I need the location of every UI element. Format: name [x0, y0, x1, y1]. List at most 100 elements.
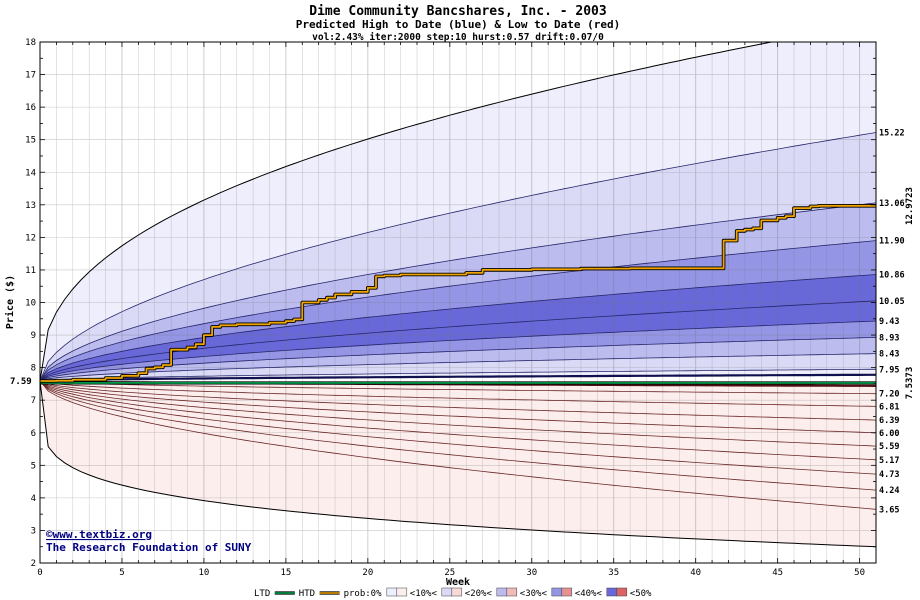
legend-swatch-blue: [606, 587, 618, 597]
legend-prob-label: prob:0%: [344, 589, 383, 599]
x-tick-label: 20: [362, 568, 373, 578]
percentile-lines: [40, 42, 876, 548]
high-percentile-line: [40, 240, 876, 382]
low-percentile-line: [40, 380, 876, 510]
high-probability-band: [40, 132, 876, 381]
y-tick-label: 14: [25, 168, 36, 178]
copyright-link[interactable]: ©www.textbiz.org: [46, 528, 152, 541]
high-probability-band: [40, 42, 876, 381]
x-tick-label: 50: [854, 568, 865, 578]
axes: [39, 41, 877, 564]
right-price-label: 10.05: [879, 297, 905, 307]
right-price-label: 5.59: [879, 442, 899, 452]
y-axis-title: Price ($): [4, 275, 16, 329]
low-percentile-line: [40, 380, 876, 407]
low-percentile-line: [40, 380, 876, 491]
right-price-label: 4.73: [879, 470, 899, 480]
right-price-label: 8.93: [879, 333, 899, 343]
y-tick-label: 6: [31, 429, 36, 439]
y-tick-label: 3: [31, 526, 36, 536]
y-tick-label: 8: [31, 364, 36, 374]
x-tick-label: 30: [526, 568, 537, 578]
right-price-label: 6.81: [879, 402, 899, 412]
right-price-label: 9.43: [879, 317, 899, 327]
x-tick-label: 45: [772, 568, 783, 578]
legend-band-label: <20%<: [465, 589, 493, 599]
low-percentile-line: [40, 380, 876, 461]
right-price-label: 6.00: [879, 429, 899, 439]
y-tick-label: 10: [25, 299, 36, 309]
y-tick-label: 5: [31, 461, 36, 471]
high-probability-band: [40, 300, 876, 381]
x-tick-label: 15: [280, 568, 291, 578]
high-percentile-line: [40, 202, 876, 382]
low-percentile-line: [40, 380, 876, 475]
right-price-label: 6.39: [879, 416, 899, 426]
legend-swatch-blue: [551, 587, 563, 597]
low-percentile-line: [40, 380, 876, 395]
axis-labels: 0 5 10 15 20 25 30 35 40 45 5023456789101112131415…: [25, 38, 904, 578]
high-percentile-line: [40, 274, 876, 382]
right-price-label: 10.86: [879, 270, 905, 280]
legend-band-label: <50%: [630, 589, 652, 599]
data-lines: [40, 204, 876, 385]
x-tick-label: 35: [608, 568, 619, 578]
probability-bands: [40, 42, 876, 547]
high-probability-band: [40, 202, 876, 381]
low-percentile-line: [40, 380, 876, 421]
y-tick-label: 16: [25, 103, 36, 113]
legend-ltd-label: LTD: [254, 589, 270, 599]
high-percentile-line: [40, 320, 876, 382]
right-price-label: 7.95: [879, 365, 899, 375]
low-probability-band: [40, 381, 876, 510]
x-tick-label: 0: [37, 568, 42, 578]
right-price-label: 8.43: [879, 350, 899, 360]
legend-swatch-red: [616, 587, 628, 597]
chart-title: Dime Community Bancshares, Inc. - 2003: [309, 4, 606, 19]
high-percentile-line: [40, 353, 876, 382]
right-price-label: 4.24: [879, 486, 899, 496]
legend-swatch-red: [561, 587, 573, 597]
start-price-label: 7.59: [10, 377, 32, 387]
right-price-label: 3.65: [879, 505, 899, 515]
y-tick-label: 17: [25, 71, 36, 81]
y-tick-label: 2: [31, 559, 36, 569]
legend-swatch-red: [451, 587, 463, 597]
high-extreme-line: [40, 42, 775, 382]
right-price-label: 5.17: [879, 456, 899, 466]
high-probability-band: [40, 274, 876, 381]
htd-line: [40, 204, 876, 382]
y-tick-label: 13: [25, 201, 36, 211]
htd-final-label: 12.9723: [905, 187, 915, 225]
legend-band-label: <40%<: [575, 589, 603, 599]
low-percentile-line: [40, 380, 876, 434]
legend: LTD HTD prob:0% <10%< <20%< <30%< <40%< <50%: [254, 587, 652, 599]
low-extreme-line: [40, 380, 876, 548]
x-tick-label: 25: [444, 568, 455, 578]
legend-band-label: <10%<: [410, 589, 438, 599]
x-tick-label: 40: [690, 568, 701, 578]
legend-swatch-red: [396, 587, 408, 597]
right-price-label: 7.20: [879, 390, 899, 400]
y-tick-label: 11: [25, 266, 36, 276]
plot-area: 0 5 10 15 20 25 30 35 40 45 5023456789101112131415…: [25, 38, 904, 599]
ltd-final-label: 7.5373: [905, 367, 915, 400]
high-percentile-line: [40, 132, 876, 382]
legend-swatch-blue: [386, 587, 398, 597]
chart-params: vol:2.43% iter:2000 step:10 hurst:0.57 d…: [312, 32, 604, 43]
legend-swatch-blue: [496, 587, 508, 597]
y-tick-label: 4: [31, 494, 36, 504]
chart-subtitle: Predicted High to Date (blue) & Low to D…: [296, 18, 621, 31]
high-probability-band: [40, 353, 876, 381]
high-percentile-line: [40, 368, 876, 382]
x-axis-title: Week: [446, 577, 470, 588]
high-inner-line: [40, 373, 876, 383]
y-tick-label: 9: [31, 331, 36, 341]
high-percentile-line: [40, 336, 876, 382]
legend-swatch-red: [506, 587, 518, 597]
legend-swatch-blue: [441, 587, 453, 597]
right-price-label: 15.22: [879, 129, 905, 139]
y-tick-label: 12: [25, 233, 36, 243]
